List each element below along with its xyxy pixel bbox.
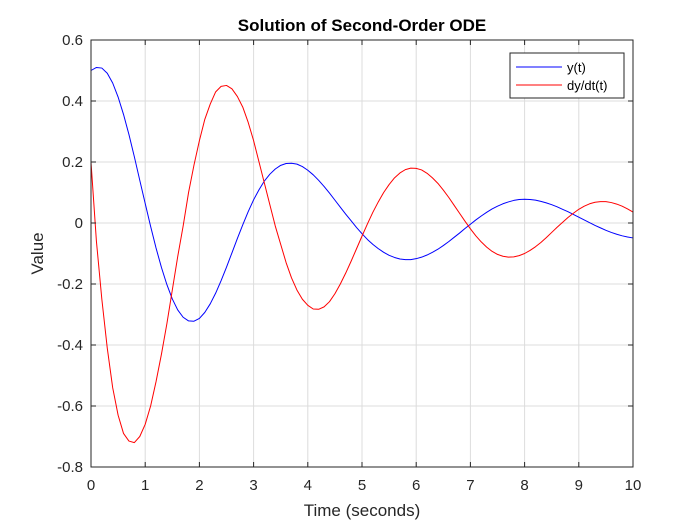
y-axis-label: Value <box>28 232 47 274</box>
legend: y(t) dy/dt(t) <box>509 52 625 99</box>
x-tick-label: 3 <box>249 477 257 494</box>
x-tick-label: 7 <box>466 477 474 494</box>
series-line-dydt <box>90 84 634 444</box>
legend-box <box>509 52 625 99</box>
y-tick-label: -0.4 <box>57 337 83 354</box>
y-tick-label: -0.2 <box>57 276 83 293</box>
x-tick-label: 6 <box>412 477 420 494</box>
x-tick-label: 10 <box>625 477 642 494</box>
series-lines <box>90 66 634 444</box>
x-tick-label: 5 <box>358 477 366 494</box>
x-tick-label: 1 <box>141 477 149 494</box>
x-tick-label: 8 <box>520 477 528 494</box>
x-tick-label: 4 <box>304 477 312 494</box>
axis-ticks <box>90 39 634 468</box>
tick-labels: 0 1 2 3 4 5 6 7 8 9 10 0.6 0.4 0.2 0 -0.2 -0.4 -0.6 -0.8 <box>57 32 641 494</box>
legend-label-y: y(t) <box>567 60 586 75</box>
y-tick-label: 0 <box>75 215 83 232</box>
x-tick-label: 9 <box>575 477 583 494</box>
x-tick-label: 0 <box>87 477 95 494</box>
series-line-y <box>90 66 634 322</box>
y-tick-label: 0.2 <box>62 154 83 171</box>
y-tick-label: 0.4 <box>62 93 83 110</box>
y-tick-label: -0.6 <box>57 398 83 415</box>
y-tick-label: 0.6 <box>62 32 83 49</box>
legend-label-dydt: dy/dt(t) <box>567 78 607 93</box>
y-tick-label: -0.8 <box>57 459 83 476</box>
x-axis-label: Time (seconds) <box>304 501 421 520</box>
x-tick-label: 2 <box>195 477 203 494</box>
chart-title: Solution of Second-Order ODE <box>238 16 486 35</box>
